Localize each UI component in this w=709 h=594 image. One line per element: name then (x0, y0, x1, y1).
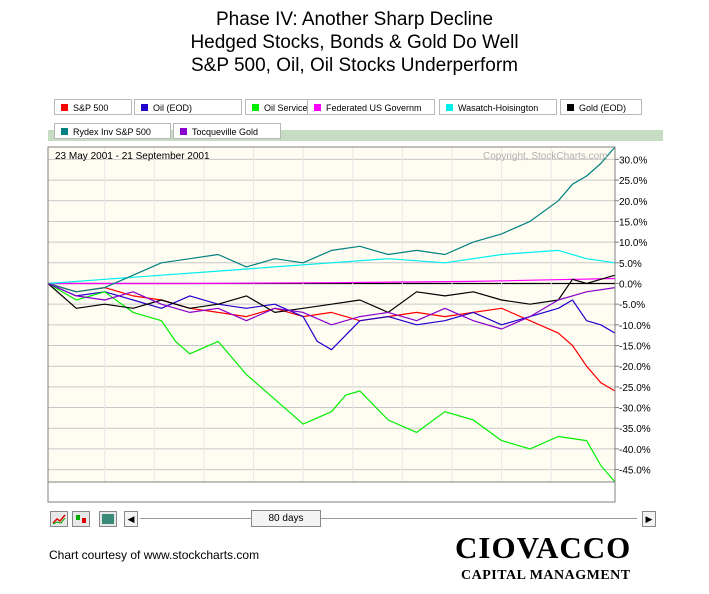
legend-label: Federated US Governm (326, 103, 422, 113)
legend-swatch (61, 128, 68, 135)
line-chart-button[interactable] (50, 511, 68, 527)
y-tick-label: 15.0% (619, 217, 647, 228)
legend-label: Gold (EOD) (579, 103, 627, 113)
chart-courtesy: Chart courtesy of www.stockcharts.com (49, 548, 260, 562)
series-line-rydex-inv-s-p-500 (47, 146, 616, 293)
candlestick-button[interactable] (72, 511, 90, 527)
y-axis: 30.0% 25.0% 20.0% 15.0% 10.0% 5.0% 0.0% -5.0% -1… (615, 155, 651, 477)
series-line-oil-services-hl (47, 282, 616, 483)
y-tick-label: -10.0% (619, 321, 651, 332)
series-line-wasatch-hoisington (47, 249, 616, 285)
series-line-tocqueville-gold (47, 282, 616, 330)
y-tick-label: -40.0% (619, 445, 651, 456)
plot-area (48, 147, 615, 482)
legend-item-wasatch[interactable]: Wasatch-Hoisington (439, 99, 557, 115)
legend-label: Rydex Inv S&P 500 (73, 127, 151, 137)
legend-item-oil[interactable]: Oil (EOD) (134, 99, 242, 115)
y-tick-label: -20.0% (619, 362, 651, 373)
y-tick-label: 20.0% (619, 197, 647, 208)
period-slider-thumb[interactable]: 80 days (251, 510, 321, 527)
y-tick-label: 30.0% (619, 155, 647, 166)
legend-item-sp500[interactable]: S&P 500 (54, 99, 132, 115)
legend-item-tocqueville[interactable]: Tocqueville Gold (173, 123, 281, 139)
slider-track[interactable] (140, 518, 637, 519)
y-tick-label: -35.0% (619, 424, 651, 435)
y-tick-label: 0.0% (619, 279, 642, 290)
date-range: 23 May 2001 - 21 September 2001 (55, 151, 210, 162)
legend-label: Wasatch-Hoisington (458, 103, 539, 113)
area-chart-icon (102, 514, 114, 524)
line-chart-icon (52, 514, 66, 525)
x-axis-band (47, 481, 616, 503)
area-chart-button[interactable] (99, 511, 117, 527)
legend-label: Tocqueville Gold (192, 127, 259, 137)
legend-label: Oil Services HL (264, 103, 327, 113)
legend: S&P 500 Oil (EOD) Oil Services HL Federa… (48, 95, 663, 143)
y-tick-label: -45.0% (619, 466, 651, 477)
series-line-gold-eod- (47, 274, 616, 313)
y-tick-label: 5.0% (619, 259, 642, 270)
legend-item-rydex[interactable]: Rydex Inv S&P 500 (54, 123, 171, 139)
chart-title-line-2: Hedged Stocks, Bonds & Gold Do Well (190, 32, 519, 53)
legend-swatch (314, 104, 321, 111)
series-line-federated-us-governm (48, 277, 616, 285)
slider-left-arrow[interactable]: ◀ (124, 511, 138, 527)
legend-label: Oil (EOD) (153, 103, 192, 113)
slider-right-arrow[interactable]: ▶ (642, 511, 656, 527)
series-lines (47, 146, 616, 483)
y-tick-label: 10.0% (619, 238, 647, 249)
y-tick-label: 25.0% (619, 176, 647, 187)
legend-swatch (252, 104, 259, 111)
y-tick-label: -30.0% (619, 404, 651, 415)
y-tick-label: -15.0% (619, 342, 651, 353)
legend-swatch (180, 128, 187, 135)
legend-swatch (446, 104, 453, 111)
candlestick-icon (76, 515, 86, 523)
brand-name: CIOVACCO (455, 530, 632, 565)
series-line-oil-eod- (47, 282, 616, 351)
legend-swatch (61, 104, 68, 111)
chart-title-line-1: Phase IV: Another Sharp Decline (215, 9, 494, 30)
legend-item-federated[interactable]: Federated US Governm (307, 99, 435, 115)
legend-label: S&P 500 (73, 103, 109, 113)
y-tick-label: -5.0% (619, 300, 645, 311)
y-tick-label: -25.0% (619, 383, 651, 394)
legend-band (48, 130, 663, 141)
legend-item-gold[interactable]: Gold (EOD) (560, 99, 642, 115)
legend-swatch (567, 104, 574, 111)
copyright: Copyright, StockCharts.com (483, 151, 608, 162)
legend-swatch (141, 104, 148, 111)
chart-title-line-3: S&P 500, Oil, Oil Stocks Underperform (191, 55, 518, 76)
brand-subtitle: CAPITAL MANAGMENT (461, 568, 631, 583)
